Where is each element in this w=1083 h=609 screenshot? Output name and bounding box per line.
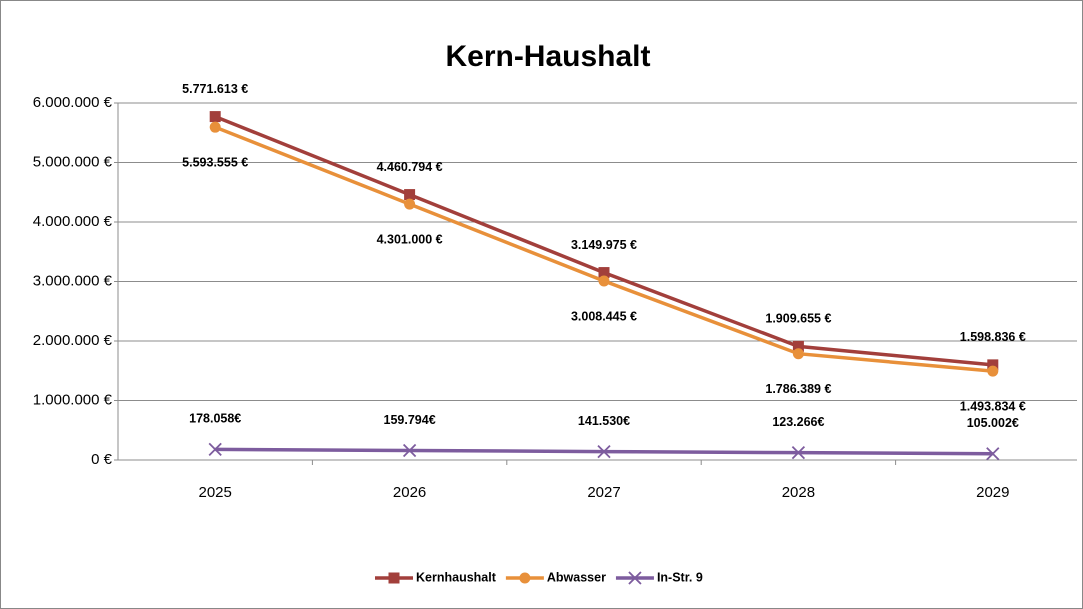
- marker: [404, 198, 416, 210]
- legend-label: Kernhaushalt: [416, 570, 497, 584]
- marker: [792, 348, 804, 360]
- data-label: 159.794€: [384, 413, 436, 427]
- y-tick-label: 6.000.000 €: [33, 94, 113, 111]
- marker: [519, 572, 531, 584]
- marker: [402, 443, 417, 458]
- y-tick-label: 5.000.000 €: [33, 153, 113, 170]
- marker: [209, 111, 221, 123]
- x-tick-label: 2026: [393, 484, 426, 501]
- legend-label: In-Str. 9: [657, 570, 703, 584]
- data-label: 4.460.794 €: [377, 160, 443, 174]
- marker: [208, 442, 222, 457]
- y-tick-label: 1.000.000 €: [33, 391, 113, 408]
- y-tick-label: 2.000.000 €: [33, 332, 113, 349]
- data-label: 1.598.836 €: [960, 330, 1026, 344]
- legend: Kernhaushalt Abwasser In-Str. 9: [375, 570, 703, 585]
- marker: [598, 267, 610, 279]
- y-tick-label: 3.000.000 €: [33, 272, 113, 289]
- data-label: 3.008.445 €: [571, 309, 637, 323]
- data-label: 5.771.613 €: [182, 82, 248, 96]
- marker: [597, 444, 611, 459]
- data-label: 3.149.975 €: [571, 238, 637, 252]
- marker: [986, 447, 1000, 461]
- data-label: 178.058€: [189, 412, 241, 426]
- x-tick-label: 2025: [199, 484, 232, 501]
- chart-title: Kern-Haushalt: [445, 40, 650, 73]
- data-label: 5.593.555 €: [182, 155, 248, 169]
- marker: [791, 446, 806, 460]
- x-tick-label: 2029: [976, 484, 1009, 501]
- data-label: 141.530€: [578, 414, 630, 428]
- data-label: 1.909.655 €: [765, 312, 831, 326]
- marker: [628, 571, 642, 585]
- legend-label: Abwasser: [547, 570, 606, 584]
- marker: [404, 189, 416, 201]
- marker: [987, 359, 999, 371]
- x-tick-label: 2027: [587, 484, 620, 501]
- y-tick-label: 0 €: [91, 451, 113, 468]
- marker: [209, 121, 221, 133]
- y-tick-label: 4.000.000 €: [33, 213, 113, 230]
- data-label: 1.786.389 €: [765, 382, 831, 396]
- data-label: 123.266€: [772, 415, 824, 429]
- data-label: 105.002€: [967, 416, 1019, 430]
- marker: [987, 365, 999, 377]
- x-tick-label: 2028: [782, 484, 815, 501]
- marker: [792, 340, 804, 352]
- data-label: 4.301.000 €: [377, 232, 443, 246]
- data-label: 1.493.834 €: [960, 399, 1026, 413]
- marker: [388, 572, 400, 584]
- marker: [598, 275, 610, 287]
